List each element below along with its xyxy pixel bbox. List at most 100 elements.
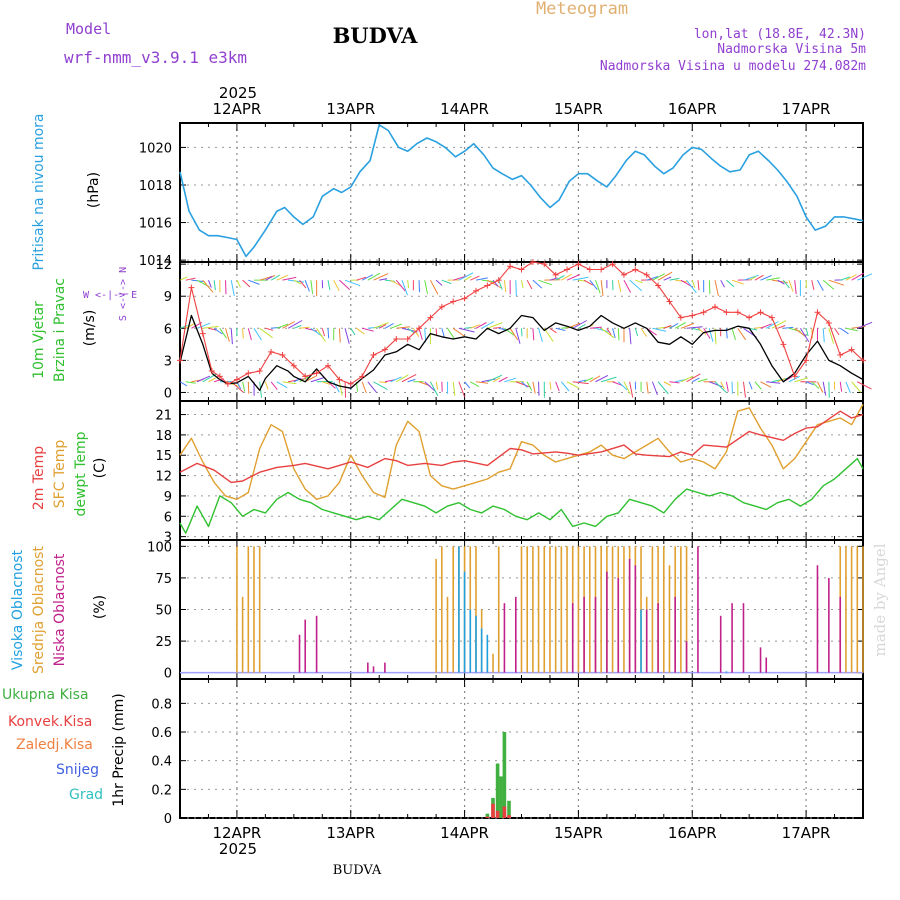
- wind-arrow: [526, 279, 533, 290]
- gust-marker: [324, 362, 331, 369]
- wind-arrow: [697, 378, 708, 383]
- wind-arrow: [697, 280, 700, 291]
- precip-bar: [507, 815, 511, 818]
- wind-arrow: [663, 381, 672, 386]
- wind-arrow: [857, 321, 873, 329]
- wind-arrow: [822, 279, 835, 290]
- top-date-label: 15APR: [554, 100, 603, 118]
- wind-arrow: [845, 381, 851, 394]
- wind-arrow: [737, 328, 747, 341]
- model-label: Model: [66, 20, 111, 38]
- bottom-date-label: 14APR: [440, 824, 489, 842]
- gust-marker: [746, 314, 753, 321]
- y-tick-label: 1016: [139, 217, 172, 232]
- wind-arrow: [612, 381, 623, 386]
- precip-bar: [502, 732, 507, 818]
- gust-marker: [564, 266, 571, 273]
- wind-arrow: [384, 322, 394, 329]
- wind-arrow: [663, 276, 672, 281]
- wind-arrow: [293, 324, 302, 329]
- gust-marker: [734, 309, 741, 316]
- wind-arrow: [595, 327, 610, 333]
- wind-arrow: [179, 325, 188, 329]
- wind-arrow: [651, 381, 658, 395]
- wind-arrow: [822, 328, 825, 343]
- gust-marker: [302, 373, 309, 380]
- wind-arrow: [407, 327, 415, 334]
- gust-marker: [336, 376, 343, 383]
- wind-arrow: [407, 378, 416, 383]
- precip-legend-conv: Konvek.Kisa: [8, 714, 92, 730]
- wind-arrow: [742, 381, 746, 398]
- gust-marker: [427, 314, 434, 321]
- wind-title-2: Brzina i Pravac: [52, 278, 68, 382]
- wind-arrow: [754, 274, 764, 281]
- wind-arrow: [470, 324, 480, 329]
- wind-arrow: [669, 322, 679, 329]
- wind-arrow: [515, 280, 517, 297]
- wind-arrow: [629, 279, 643, 292]
- wind-arrow: [356, 276, 367, 281]
- wind-arrow: [356, 327, 365, 335]
- wind-arrow: [247, 328, 252, 341]
- wind-arrow: [572, 276, 589, 281]
- wind-arrow: [282, 381, 297, 385]
- bottom-date-label: 16APR: [668, 824, 717, 842]
- gust-marker: [268, 348, 275, 355]
- elevation-label: Nadmorska Visina 5m: [717, 42, 866, 57]
- wind-arrow: [435, 381, 439, 390]
- wind-arrow: [287, 320, 303, 329]
- wind-arrow: [538, 328, 543, 342]
- top-date-label: 13APR: [326, 100, 375, 118]
- wind-arrow: [344, 279, 361, 287]
- wind-arrow: [663, 324, 672, 329]
- wind-arrow: [521, 280, 524, 289]
- gust-marker: [256, 368, 263, 375]
- y-tick-label: 0.2: [151, 783, 172, 798]
- precip-legend-snow: Snijeg: [56, 762, 99, 778]
- precip-bar: [499, 776, 503, 818]
- gust-marker: [620, 271, 627, 278]
- y-tick-label: 12: [155, 258, 172, 273]
- gust-marker: [655, 282, 662, 289]
- wind-arrow: [686, 279, 697, 294]
- wind-arrow: [560, 381, 570, 392]
- wind-arrow: [401, 280, 408, 296]
- wind-arrow: [390, 279, 402, 287]
- wind-arrow: [634, 328, 639, 337]
- wind-arrow: [765, 321, 779, 329]
- wind-arrow: [498, 280, 503, 290]
- wind-arrow: [503, 280, 507, 293]
- wind-arrow: [822, 381, 827, 396]
- wind-arrow: [532, 328, 535, 341]
- wind-arrow: [447, 328, 455, 339]
- gust-marker: [208, 368, 215, 375]
- gust-marker: [347, 380, 354, 387]
- wind-arrow: [720, 279, 725, 288]
- gust-marker: [188, 284, 195, 291]
- gust-marker: [791, 373, 798, 380]
- wind-arrow: [213, 327, 223, 335]
- cloud-legend-low: Niska Oblacnost: [52, 553, 68, 666]
- wind-arrow: [726, 279, 735, 288]
- wind-arrow: [487, 279, 502, 289]
- wind-arrow: [532, 381, 536, 394]
- wind-arrow: [754, 381, 762, 390]
- y-tick-label: 0.4: [151, 755, 172, 770]
- y-tick-label: 9: [164, 290, 172, 305]
- wind-arrow: [731, 279, 744, 285]
- wind-arrow: [612, 328, 616, 339]
- wind-arrow: [259, 327, 273, 339]
- gust-marker: [552, 271, 559, 278]
- wind-arrow: [600, 327, 615, 339]
- wind-arrow: [652, 327, 667, 332]
- y-tick-label: 9: [164, 490, 172, 505]
- wind-arrow: [731, 328, 736, 340]
- wind-arrow: [515, 328, 521, 344]
- y-tick-label: 0.8: [151, 697, 172, 712]
- gust-marker: [529, 259, 536, 265]
- wind-arrow: [390, 323, 402, 329]
- wind-arrow: [817, 381, 824, 393]
- gust-marker: [495, 277, 502, 284]
- gust-marker: [609, 261, 616, 268]
